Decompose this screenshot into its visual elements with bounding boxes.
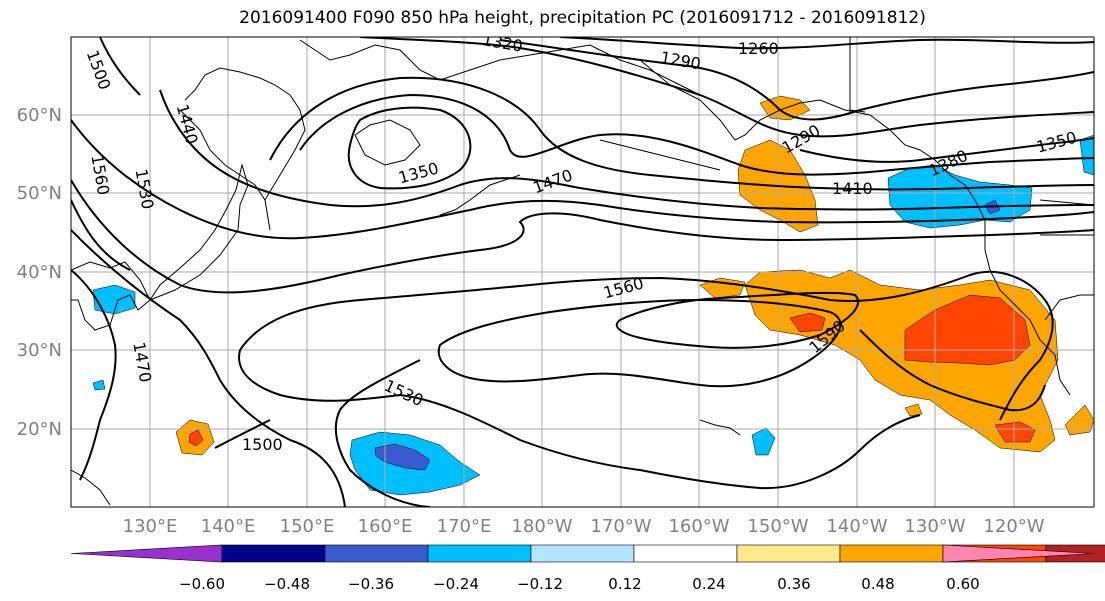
coast-philippines	[71, 469, 111, 506]
height-contours	[71, 37, 1094, 507]
lon-label: 170°E	[437, 516, 492, 537]
lon-label: 160°W	[668, 516, 729, 537]
precip-neg-bc-coast	[887, 164, 1033, 229]
precip-neg-160e-core	[374, 443, 431, 471]
precip-patch-strong-south	[994, 421, 1036, 443]
colorbar-segment	[736, 544, 841, 563]
contour-1380	[299, 93, 1094, 176]
colorbar-segment	[324, 544, 429, 563]
coast-hawaii	[699, 419, 741, 436]
colorbar-segment	[839, 544, 944, 563]
lat-axis-labels: 60°N 50°N 40°N 30°N 20°N	[17, 105, 62, 440]
colorbar-segment	[70, 544, 223, 563]
lon-label: 150°W	[747, 516, 808, 537]
precip-patch-small-20n	[904, 403, 923, 417]
contour-west-1	[71, 199, 131, 271]
contour-1530-mid	[71, 269, 117, 481]
lat-label: 40°N	[17, 262, 62, 283]
coast-aleutians	[439, 139, 721, 216]
contour-1500	[71, 179, 1094, 294]
lon-label: 170°W	[590, 516, 651, 537]
lon-label: 150°E	[280, 516, 335, 537]
colorbar-tick: −0.36	[348, 575, 394, 593]
coast-okhotsk	[354, 119, 421, 166]
lat-label: 20°N	[17, 419, 62, 440]
colorbar-tick: 0.24	[692, 575, 725, 593]
contour-1260	[559, 37, 1094, 50]
contour-1590-east	[859, 329, 1046, 412]
coast-sakhalin-kamchatka	[179, 67, 306, 231]
contour-1350-arc	[347, 106, 472, 190]
lon-label: 160°E	[358, 516, 413, 537]
contour-1320	[359, 37, 1094, 138]
lon-label: 120°W	[983, 516, 1044, 537]
colorbar-segment	[530, 544, 635, 563]
map-frame	[70, 36, 1095, 508]
colorbar-tick: 0.60	[946, 575, 979, 593]
precip-patch-east-pacific-strong	[904, 294, 1031, 366]
contour-1590	[615, 291, 860, 349]
colorbar-segment	[942, 544, 1095, 563]
coast-japan	[148, 163, 249, 302]
contour-1290	[499, 39, 1094, 121]
contour-1350-east	[799, 137, 1094, 163]
colorbar-tick: −0.60	[179, 575, 225, 593]
colorbar-tick: 0.36	[777, 575, 810, 593]
coast-alaska	[639, 59, 991, 271]
lon-label: 180°W	[511, 516, 572, 537]
colorbar-segment	[427, 544, 532, 563]
colorbar-segment	[633, 544, 738, 563]
contour-1530	[71, 229, 346, 507]
colorbar-tick-labels: −0.60 −0.48 −0.36 −0.24 −0.12 0.12 0.24 …	[179, 575, 980, 593]
colorbar-tick: −0.24	[433, 575, 479, 593]
contour-1470	[71, 119, 1094, 240]
lat-label: 50°N	[17, 183, 62, 204]
coastlines	[71, 37, 1094, 506]
contour-1560-inner	[437, 298, 842, 388]
precip-neg-small-west	[92, 379, 106, 391]
contour-1410	[269, 76, 1094, 191]
colorbar-tick: −0.12	[517, 575, 563, 593]
lon-axis-labels: 130°E 140°E 150°E 160°E 170°E 180°W 170°…	[123, 516, 1045, 537]
coast-asia	[71, 261, 151, 331]
precip-patch-strong-west	[789, 312, 826, 333]
lon-label: 130°E	[123, 516, 178, 537]
lon-label: 130°W	[904, 516, 965, 537]
colorbar-segment	[221, 544, 326, 563]
colorbar-tick: 0.48	[861, 575, 894, 593]
colorbar-tick: −0.48	[264, 575, 310, 593]
precip-neg-korea	[92, 284, 136, 315]
lat-label: 30°N	[17, 340, 62, 361]
lat-label: 60°N	[17, 105, 62, 126]
contour-1440	[159, 89, 1094, 211]
contour-label: 1500	[242, 435, 283, 454]
precip-patch-west-20n-core	[188, 429, 204, 447]
precip-patch-small-ne	[699, 277, 746, 299]
contour-label: 1260	[738, 39, 779, 58]
precip-neg-far-east	[1079, 134, 1094, 176]
colorbar	[70, 544, 1105, 563]
contour-label: 1410	[832, 179, 873, 198]
contour-1500-south	[214, 419, 271, 449]
contour-1560-outer	[239, 270, 1054, 507]
coast-siberia	[299, 39, 701, 96]
map-title: 2016091400 F090 850 hPa height, precipit…	[239, 8, 926, 28]
contour-1530-loop	[238, 349, 921, 490]
precip-patch-hawaii-edge	[1064, 404, 1094, 436]
coast-north-america	[989, 269, 1094, 396]
lon-label: 140°W	[826, 516, 887, 537]
colorbar-tick: 0.12	[608, 575, 641, 593]
contour-west-2	[99, 37, 141, 96]
precip-negative-shading	[92, 134, 1094, 496]
gridlines	[71, 37, 1094, 507]
lon-label: 140°E	[201, 516, 256, 537]
